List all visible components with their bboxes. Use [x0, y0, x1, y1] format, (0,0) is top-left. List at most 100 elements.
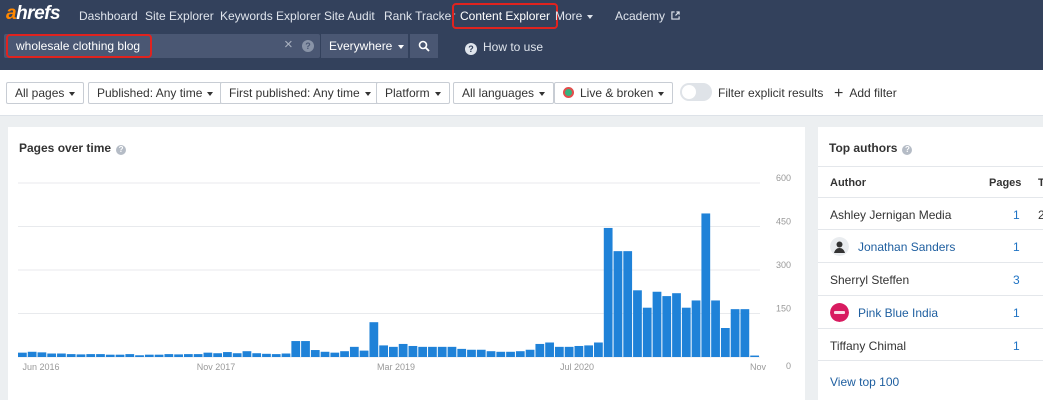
extra-column-header[interactable]: T	[1038, 177, 1043, 189]
chart-bar[interactable]	[623, 251, 633, 357]
chart-bar[interactable]	[720, 328, 730, 357]
chart-bar[interactable]	[76, 354, 86, 357]
pages-column-header[interactable]: Pages	[989, 177, 1022, 189]
chart-bar[interactable]	[154, 354, 164, 357]
chart-bar[interactable]	[115, 354, 125, 357]
author-pages[interactable]: 1	[1013, 208, 1020, 222]
search-box[interactable]: wholesale clothing blog × ?	[4, 34, 320, 58]
published-filter[interactable]: Published: Any time	[88, 82, 223, 104]
chart-bar[interactable]	[574, 345, 584, 357]
chart-bar[interactable]	[535, 343, 545, 357]
chart-bar[interactable]	[310, 350, 320, 357]
nav-rank-tracker[interactable]: Rank Tracker	[384, 9, 456, 23]
chart-bar[interactable]	[359, 350, 369, 357]
nav-keywords-explorer[interactable]: Keywords Explorer	[220, 9, 321, 23]
add-filter-button[interactable]: + Add filter	[834, 85, 897, 103]
chart-bar[interactable]	[369, 322, 379, 357]
chart-bar[interactable]	[174, 354, 183, 357]
chart-bar[interactable]	[291, 341, 301, 357]
chart-bar[interactable]	[135, 355, 144, 357]
chart-bar[interactable]	[27, 351, 37, 357]
chart-bar[interactable]	[408, 345, 418, 357]
chart-bar[interactable]	[47, 353, 57, 357]
chart-bar[interactable]	[223, 352, 232, 357]
chart-bar[interactable]	[37, 352, 47, 357]
chart-bar[interactable]	[681, 307, 691, 357]
chart-bar[interactable]	[252, 353, 262, 357]
how-to-use-link[interactable]: ? How to use	[465, 40, 543, 55]
chart-bar[interactable]	[213, 353, 223, 357]
nav-academy[interactable]: Academy	[615, 9, 681, 23]
chart-bar[interactable]	[545, 342, 554, 358]
chart-bar[interactable]	[603, 227, 613, 357]
search-input[interactable]: wholesale clothing blog	[6, 34, 153, 58]
nav-more[interactable]: More	[555, 9, 594, 23]
chart-bar[interactable]	[584, 345, 594, 357]
platform-filter[interactable]: Platform	[376, 82, 450, 104]
help-icon[interactable]: ?	[116, 145, 127, 155]
nav-site-explorer[interactable]: Site Explorer	[145, 9, 214, 23]
chart-bar[interactable]	[730, 309, 740, 357]
search-mode-select[interactable]: Everywhere	[320, 34, 408, 58]
chart-bar[interactable]	[193, 354, 203, 357]
chart-bar[interactable]	[496, 351, 506, 357]
chart-bar[interactable]	[457, 348, 467, 357]
chart-bar[interactable]	[662, 296, 672, 357]
chart-bar[interactable]	[379, 345, 388, 357]
chart-bar[interactable]	[320, 351, 330, 357]
author-column-header[interactable]: Author	[830, 177, 867, 189]
chart-bar[interactable]	[594, 342, 603, 358]
chart-bar[interactable]	[398, 343, 408, 357]
ahrefs-logo[interactable]: ahrefs	[6, 3, 61, 24]
author-pages[interactable]: 1	[1013, 339, 1020, 353]
nav-site-audit[interactable]: Site Audit	[324, 9, 375, 23]
chart-bar[interactable]	[652, 291, 662, 357]
chart-bar[interactable]	[183, 354, 193, 357]
chart-bar[interactable]	[271, 354, 281, 357]
chart-bar[interactable]	[467, 349, 476, 357]
search-button[interactable]	[410, 34, 438, 58]
chart-bar[interactable]	[105, 354, 115, 357]
chart-bar[interactable]	[740, 309, 750, 357]
chart-bar[interactable]	[96, 354, 105, 357]
help-icon[interactable]: ?	[902, 145, 913, 155]
author-pages[interactable]: 3	[1013, 273, 1020, 287]
chart-bar[interactable]	[57, 353, 66, 357]
chart-bar[interactable]	[418, 346, 428, 357]
chart-bar[interactable]	[203, 352, 213, 357]
chart-bar[interactable]	[349, 346, 359, 357]
author-pages[interactable]: 1	[1013, 306, 1020, 320]
chart-bar[interactable]	[564, 346, 574, 357]
chart-bar[interactable]	[506, 351, 515, 357]
chart-bar[interactable]	[515, 351, 525, 357]
chart-bar[interactable]	[66, 354, 76, 357]
chart-bar[interactable]	[525, 349, 535, 357]
nav-dashboard[interactable]: Dashboard	[79, 9, 138, 23]
chart-bar[interactable]	[486, 351, 496, 357]
chart-bar[interactable]	[691, 300, 701, 357]
chart-bar[interactable]	[125, 354, 135, 357]
chart-bar[interactable]	[232, 353, 242, 357]
chart-bar[interactable]	[262, 353, 271, 357]
chart-bar[interactable]	[554, 346, 564, 357]
chart-bar[interactable]	[428, 346, 437, 357]
clear-icon[interactable]: ×	[284, 36, 293, 53]
chart-bar[interactable]	[672, 293, 681, 357]
live-broken-filter[interactable]: Live & broken	[554, 82, 674, 104]
author-pages[interactable]: 1	[1013, 240, 1020, 254]
chart-bar[interactable]	[164, 354, 174, 357]
chart-bar[interactable]	[476, 349, 486, 357]
chart-bar[interactable]	[701, 213, 711, 357]
chart-bar[interactable]	[340, 351, 349, 357]
author-name-link[interactable]: Pink Blue India	[858, 306, 939, 320]
chart-bar[interactable]	[330, 352, 340, 357]
chart-bar[interactable]	[447, 346, 457, 357]
chart-bar[interactable]	[18, 352, 27, 357]
first-published-filter[interactable]: First published: Any time	[220, 82, 380, 104]
chart-bar[interactable]	[613, 251, 623, 357]
chart-bar[interactable]	[86, 354, 96, 357]
chart-bar[interactable]	[711, 300, 720, 357]
explicit-results-toggle[interactable]	[680, 83, 712, 101]
chart-bar[interactable]	[144, 354, 154, 357]
chart-bar[interactable]	[242, 351, 252, 357]
